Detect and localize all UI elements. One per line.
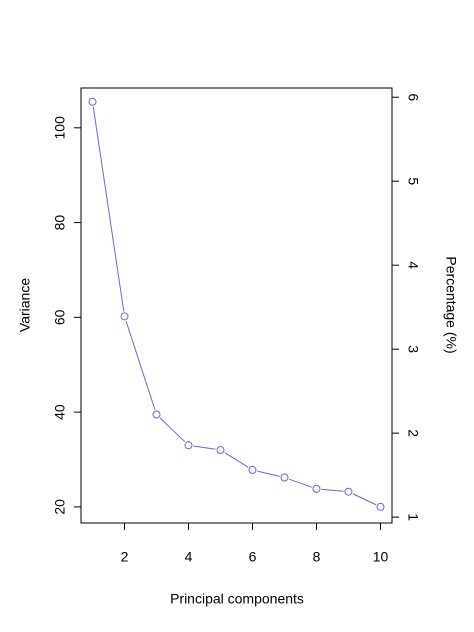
data-point xyxy=(312,484,321,493)
y-tick-label: 80 xyxy=(52,215,68,231)
y2-tick-label: 6 xyxy=(405,93,421,101)
y2-tick-label: 4 xyxy=(405,261,421,269)
y-tick-label: 60 xyxy=(52,309,68,325)
series-line xyxy=(92,106,377,506)
y-axis-label: Variance xyxy=(17,278,33,332)
data-point xyxy=(152,410,161,419)
data-point xyxy=(280,473,289,482)
x-tick-label: 10 xyxy=(373,549,389,565)
data-point xyxy=(344,487,353,496)
data-point xyxy=(216,446,225,455)
data-point xyxy=(184,441,193,450)
data-point xyxy=(248,465,257,474)
x-tick-label: 4 xyxy=(185,549,193,565)
y2-tick-label: 2 xyxy=(405,429,421,437)
data-point xyxy=(376,502,385,511)
x-tick-label: 2 xyxy=(121,549,129,565)
y2-tick-label: 5 xyxy=(405,177,421,185)
x-tick-label: 8 xyxy=(313,549,321,565)
y-tick-label: 100 xyxy=(52,116,68,140)
y2-tick-label: 1 xyxy=(405,513,421,521)
plot-frame xyxy=(80,87,393,524)
y-tick-label: 40 xyxy=(52,404,68,420)
y2-axis-label: Percentage (%) xyxy=(443,256,459,353)
data-point xyxy=(88,97,97,106)
y-tick-label: 20 xyxy=(52,499,68,515)
x-tick-label: 6 xyxy=(249,549,257,565)
y2-tick-label: 3 xyxy=(405,345,421,353)
x-axis-label: Principal components xyxy=(170,591,304,607)
data-point xyxy=(120,312,129,321)
